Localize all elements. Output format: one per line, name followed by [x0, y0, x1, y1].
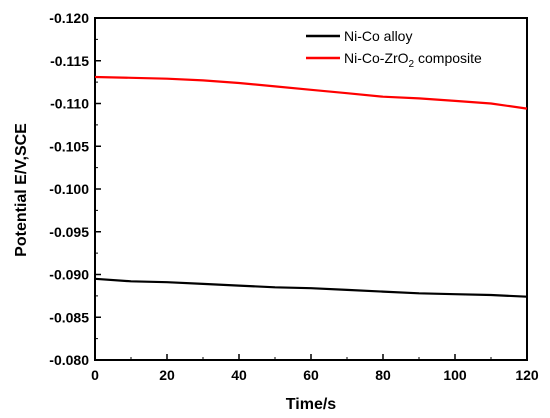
x-tick-label: 60 — [303, 367, 319, 383]
y-tick-label: -0.085 — [49, 309, 89, 325]
legend-label-part-1: Ni-Co-ZrO — [344, 50, 409, 66]
x-axis: 0 20 40 60 80 100 120 — [91, 354, 539, 383]
y-tick-label: -0.080 — [49, 352, 89, 368]
legend-label-subscript: 2 — [409, 59, 415, 70]
y-tick-label: -0.095 — [49, 224, 89, 240]
y-tick-label: -0.120 — [49, 10, 89, 26]
x-tick-label: 40 — [231, 367, 247, 383]
y-tick-label: -0.100 — [49, 181, 89, 197]
y-axis-title: Potential E/V,SCE — [13, 123, 30, 257]
y-tick-label: -0.105 — [49, 138, 89, 154]
plot-frame — [94, 17, 528, 361]
y-tick-label: -0.090 — [49, 267, 89, 283]
x-axis-title: Time/s — [286, 396, 337, 413]
y-tick-label: -0.115 — [50, 53, 89, 69]
x-tick-label: 80 — [375, 367, 391, 383]
legend-label-ni-co-alloy: Ni-Co alloy — [344, 28, 412, 44]
x-tick-label: 0 — [91, 367, 99, 383]
series-line-ni-co-alloy — [94, 277, 528, 298]
legend-label-ni-co-zro2-composite: Ni-Co-ZrO2 composite — [344, 50, 482, 70]
x-tick-label: 100 — [443, 367, 467, 383]
x-tick-label: 120 — [515, 367, 539, 383]
legend: Ni-Co alloy Ni-Co-ZrO2 composite — [306, 28, 482, 70]
legend-label-part-3: composite — [414, 50, 482, 66]
x-tick-label: 20 — [159, 367, 175, 383]
y-tick-label: -0.110 — [50, 96, 89, 112]
series-layer — [94, 75, 528, 298]
series-line-ni-co-zro2-composite — [94, 75, 528, 110]
y-axis: -0.120 -0.115 -0.110 -0.105 -0.100 -0.095 -0.0… — [49, 10, 101, 368]
